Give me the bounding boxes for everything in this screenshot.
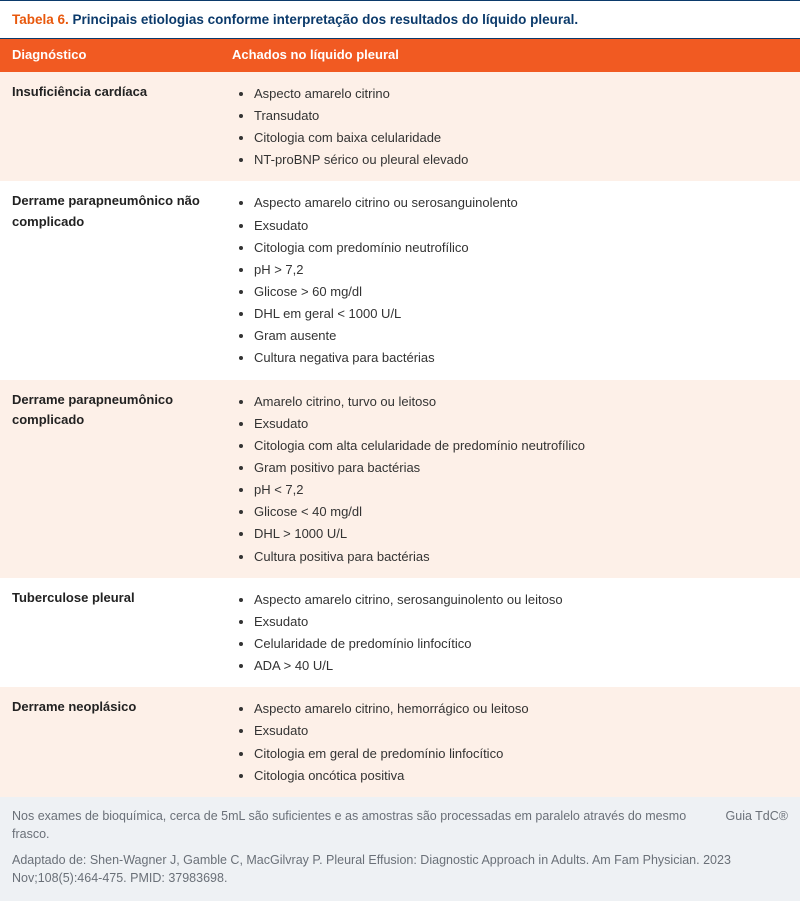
- table-row: Derrame neoplásico Aspecto amarelo citrin…: [0, 687, 800, 797]
- footer-brand: Guia TdC®: [726, 807, 788, 843]
- finding-item: Gram positivo para bactérias: [254, 457, 788, 479]
- table-row: Derrame parapneumônico não complicado Asp…: [0, 181, 800, 379]
- findings-cell: Amarelo citrino, turvo ou leitosoExsudat…: [220, 380, 800, 578]
- finding-item: NT-proBNP sérico ou pleural elevado: [254, 149, 788, 171]
- finding-item: Citologia em geral de predomínio linfocí…: [254, 743, 788, 765]
- footer-reference: Adaptado de: Shen-Wagner J, Gamble C, Ma…: [12, 851, 788, 887]
- finding-item: Exsudato: [254, 611, 788, 633]
- diagnosis-cell: Tuberculose pleural: [0, 578, 220, 688]
- table-number: Tabela 6.: [12, 12, 69, 27]
- findings-list: Aspecto amarelo citrino, hemorrágico ou …: [232, 698, 788, 787]
- finding-item: Aspecto amarelo citrino, hemorrágico ou …: [254, 698, 788, 720]
- table-header-row: Diagnóstico Achados no líquido pleural: [0, 39, 800, 72]
- diagnosis-cell: Insuficiência cardíaca: [0, 72, 220, 182]
- finding-item: Celularidade de predomínio linfocítico: [254, 633, 788, 655]
- finding-item: Glicose < 40 mg/dl: [254, 501, 788, 523]
- finding-item: Citologia com predomínio neutrofílico: [254, 237, 788, 259]
- table-title: Principais etiologias conforme interpret…: [73, 12, 579, 27]
- findings-cell: Aspecto amarelo citrino, hemorrágico ou …: [220, 687, 800, 797]
- table-6: Tabela 6. Principais etiologias conforme…: [0, 0, 800, 901]
- finding-item: Gram ausente: [254, 325, 788, 347]
- finding-item: Citologia com alta celularidade de predo…: [254, 435, 788, 457]
- finding-item: Aspecto amarelo citrino, serosanguinolen…: [254, 589, 788, 611]
- findings-list: Amarelo citrino, turvo ou leitosoExsudat…: [232, 391, 788, 568]
- table-row: Tuberculose pleural Aspecto amarelo citri…: [0, 578, 800, 688]
- diagnosis-cell: Derrame neoplásico: [0, 687, 220, 797]
- finding-item: Cultura positiva para bactérias: [254, 546, 788, 568]
- diagnosis-cell: Derrame parapneumônico complicado: [0, 380, 220, 578]
- findings-list: Aspecto amarelo citrino, serosanguinolen…: [232, 589, 788, 678]
- col-header-findings: Achados no líquido pleural: [220, 39, 800, 72]
- table-footer: Nos exames de bioquímica, cerca de 5mL s…: [0, 797, 800, 901]
- table-row: Derrame parapneumônico complicadoAmarelo…: [0, 380, 800, 578]
- findings-cell: Aspecto amarelo citrino, serosanguinolen…: [220, 578, 800, 688]
- finding-item: Citologia oncótica positiva: [254, 765, 788, 787]
- finding-item: DHL > 1000 U/L: [254, 523, 788, 545]
- finding-item: Amarelo citrino, turvo ou leitoso: [254, 391, 788, 413]
- finding-item: Glicose > 60 mg/dl: [254, 281, 788, 303]
- col-header-diagnosis: Diagnóstico: [0, 39, 220, 72]
- table-body: Insuficiência cardíacaAspecto amarelo ci…: [0, 72, 800, 797]
- finding-item: Exsudato: [254, 720, 788, 742]
- finding-item: ADA > 40 U/L: [254, 655, 788, 677]
- table-caption: Tabela 6. Principais etiologias conforme…: [0, 0, 800, 39]
- diagnosis-cell: Derrame parapneumônico não complicado: [0, 181, 220, 379]
- findings-cell: Aspecto amarelo citrinoTransudatoCitolog…: [220, 72, 800, 182]
- finding-item: Cultura negativa para bactérias: [254, 347, 788, 369]
- findings-cell: Aspecto amarelo citrino ou serosanguinol…: [220, 181, 800, 379]
- finding-item: Aspecto amarelo citrino: [254, 83, 788, 105]
- table-row: Insuficiência cardíacaAspecto amarelo ci…: [0, 72, 800, 182]
- finding-item: Transudato: [254, 105, 788, 127]
- finding-item: Aspecto amarelo citrino ou serosanguinol…: [254, 192, 788, 214]
- finding-item: Citologia com baixa celularidade: [254, 127, 788, 149]
- findings-list: Aspecto amarelo citrino ou serosanguinol…: [232, 192, 788, 369]
- finding-item: pH < 7,2: [254, 479, 788, 501]
- finding-item: DHL em geral < 1000 U/L: [254, 303, 788, 325]
- finding-item: Exsudato: [254, 413, 788, 435]
- finding-item: Exsudato: [254, 215, 788, 237]
- findings-list: Aspecto amarelo citrinoTransudatoCitolog…: [232, 83, 788, 172]
- finding-item: pH > 7,2: [254, 259, 788, 281]
- footer-note: Nos exames de bioquímica, cerca de 5mL s…: [12, 807, 706, 843]
